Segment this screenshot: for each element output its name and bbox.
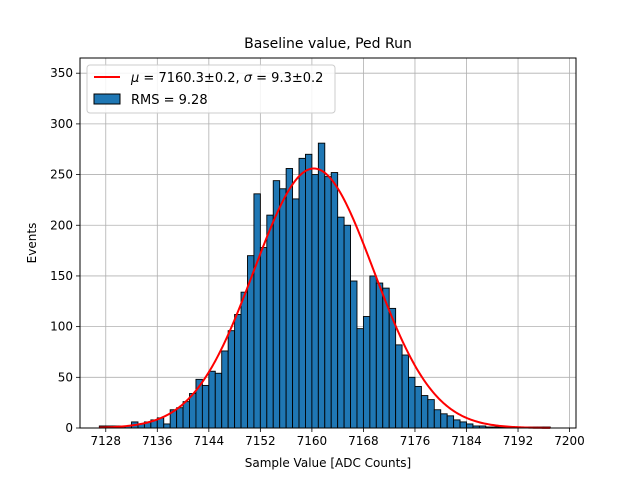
x-axis-ticks: 7128 7136 7144 7152 7160 7168 7176 7184 7192 7200 (90, 428, 585, 448)
x-tick-label: 7144 (194, 434, 225, 448)
x-tick-label: 7192 (503, 434, 534, 448)
histogram-bar (337, 216, 345, 429)
histogram-bar (311, 174, 319, 429)
histogram-bar (420, 395, 429, 429)
y-tick-label: 250 (50, 168, 73, 182)
histogram-bar (253, 193, 261, 429)
histogram-bar (408, 376, 416, 429)
histogram-bar (234, 314, 242, 429)
histogram-bar (259, 247, 268, 429)
y-tick-label: 200 (50, 218, 73, 232)
y-axis-label: Events (25, 223, 39, 264)
x-tick-label: 7160 (297, 434, 328, 448)
y-tick-label: 100 (50, 320, 73, 334)
histogram-bar (395, 344, 403, 429)
x-tick-label: 7200 (554, 434, 585, 448)
plot-area-frame (79, 57, 577, 429)
y-tick-label: 0 (65, 421, 73, 435)
histogram-bar (221, 350, 229, 429)
y-axis-ticks: 0 50 100 150 200 250 300 350 (50, 66, 80, 435)
legend-fit-label: μ = 7160.3±0.2, σ = 9.3±0.2 (130, 71, 323, 86)
x-tick-label: 7184 (451, 434, 482, 448)
histogram-bar (453, 419, 461, 429)
histogram-bar (330, 172, 339, 429)
x-tick-label: 7152 (245, 434, 276, 448)
fit-curve (99, 167, 551, 429)
histogram-bar (427, 399, 435, 429)
histogram-bar (189, 393, 197, 429)
histogram-bar (266, 214, 274, 429)
histogram-bar (176, 407, 184, 429)
legend-mu-text: = 7160.3±0.2, (139, 71, 243, 86)
histogram-bar (240, 291, 248, 429)
histogram-bar (292, 198, 300, 429)
legend-hist-label: RMS = 9.28 (131, 93, 208, 108)
x-tick-label: 7128 (90, 434, 121, 448)
histogram-bar (182, 401, 190, 429)
x-tick-label: 7176 (400, 434, 431, 448)
histogram-bar (350, 280, 358, 429)
y-tick-label: 150 (50, 269, 73, 283)
histogram-bar (317, 142, 326, 429)
legend-box (86, 64, 336, 114)
chart-title: Baseline value, Ped Run (244, 36, 412, 52)
histogram-bar (466, 423, 474, 429)
x-tick-label: 7168 (348, 434, 379, 448)
histogram-bar (446, 415, 455, 429)
histogram-bar (433, 409, 442, 429)
legend-hist-swatch (93, 93, 121, 105)
histogram-bar (208, 370, 216, 429)
legend-sigma-text: = 9.3±0.2 (252, 71, 323, 86)
histogram-bar (214, 372, 223, 429)
histogram-bar (388, 307, 397, 429)
legend: μ = 7160.3±0.2, σ = 9.3±0.2 RMS = 9.28 (86, 64, 336, 114)
histogram-bar (362, 316, 371, 429)
histogram-bar (298, 157, 306, 429)
histogram-bar (401, 354, 409, 429)
legend-mu-symbol: μ (130, 71, 139, 86)
y-tick-label: 50 (58, 370, 73, 384)
gaussian-fit (99, 167, 551, 429)
histogram-bar (227, 330, 236, 429)
legend-sigma-symbol: σ (244, 71, 253, 86)
histogram-bar (201, 384, 210, 429)
histogram-bar (414, 385, 422, 429)
histogram-bar (285, 168, 294, 429)
histogram-bar (324, 176, 332, 429)
histogram-bar (440, 413, 448, 429)
histogram-bar (375, 282, 384, 429)
histogram-bar (305, 153, 313, 429)
histogram-bar (279, 188, 287, 429)
histogram-bar (163, 423, 171, 429)
histogram-bar (356, 328, 364, 429)
histogram-bar (459, 421, 467, 429)
histogram-bar (343, 224, 351, 429)
histogram-bar (369, 275, 377, 429)
y-tick-label: 300 (50, 117, 73, 131)
y-tick-label: 350 (50, 66, 73, 80)
x-axis-label: Sample Value [ADC Counts] (245, 456, 411, 470)
x-tick-label: 7136 (142, 434, 173, 448)
